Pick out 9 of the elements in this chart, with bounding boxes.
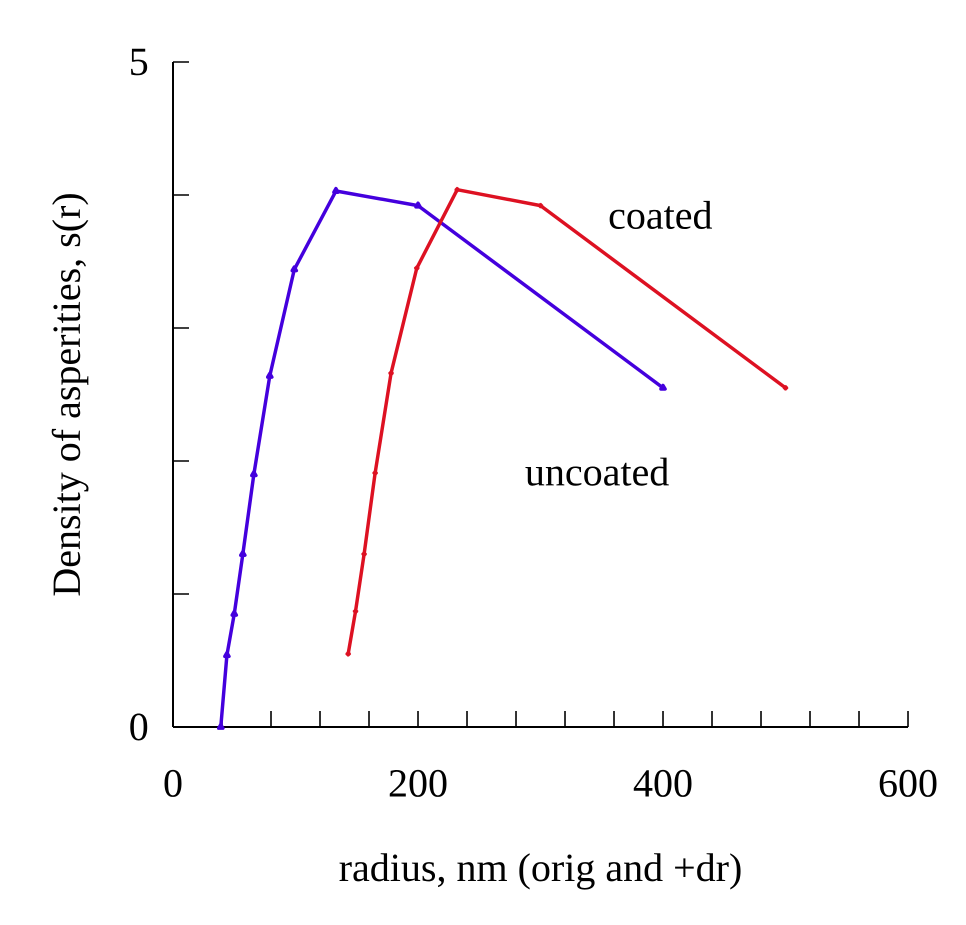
y-axis-title: Density of asperities, s(r): [52, 194, 88, 596]
x-tick-label: 200: [390, 770, 446, 797]
x-tick-label: 0: [164, 770, 182, 797]
y-tick-label: 5: [131, 48, 148, 76]
x-tick-label: 600: [880, 770, 936, 797]
annotation: uncoated: [525, 458, 669, 486]
x-tick-label: 400: [634, 770, 692, 797]
annotation: coated: [610, 200, 712, 230]
x-axis-title: radius, nm (orig and +dr): [340, 853, 741, 890]
